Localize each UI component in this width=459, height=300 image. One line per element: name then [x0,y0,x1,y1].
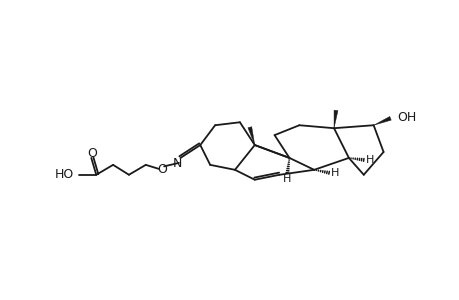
Text: HO: HO [55,168,74,181]
Text: O: O [157,163,167,176]
Text: H: H [365,155,373,165]
Text: N: N [172,157,181,170]
Polygon shape [247,127,254,145]
Text: O: O [87,148,97,160]
Text: H: H [283,174,291,184]
Text: H: H [330,168,338,178]
Polygon shape [333,110,337,128]
Polygon shape [373,116,391,125]
Text: OH: OH [397,111,416,124]
